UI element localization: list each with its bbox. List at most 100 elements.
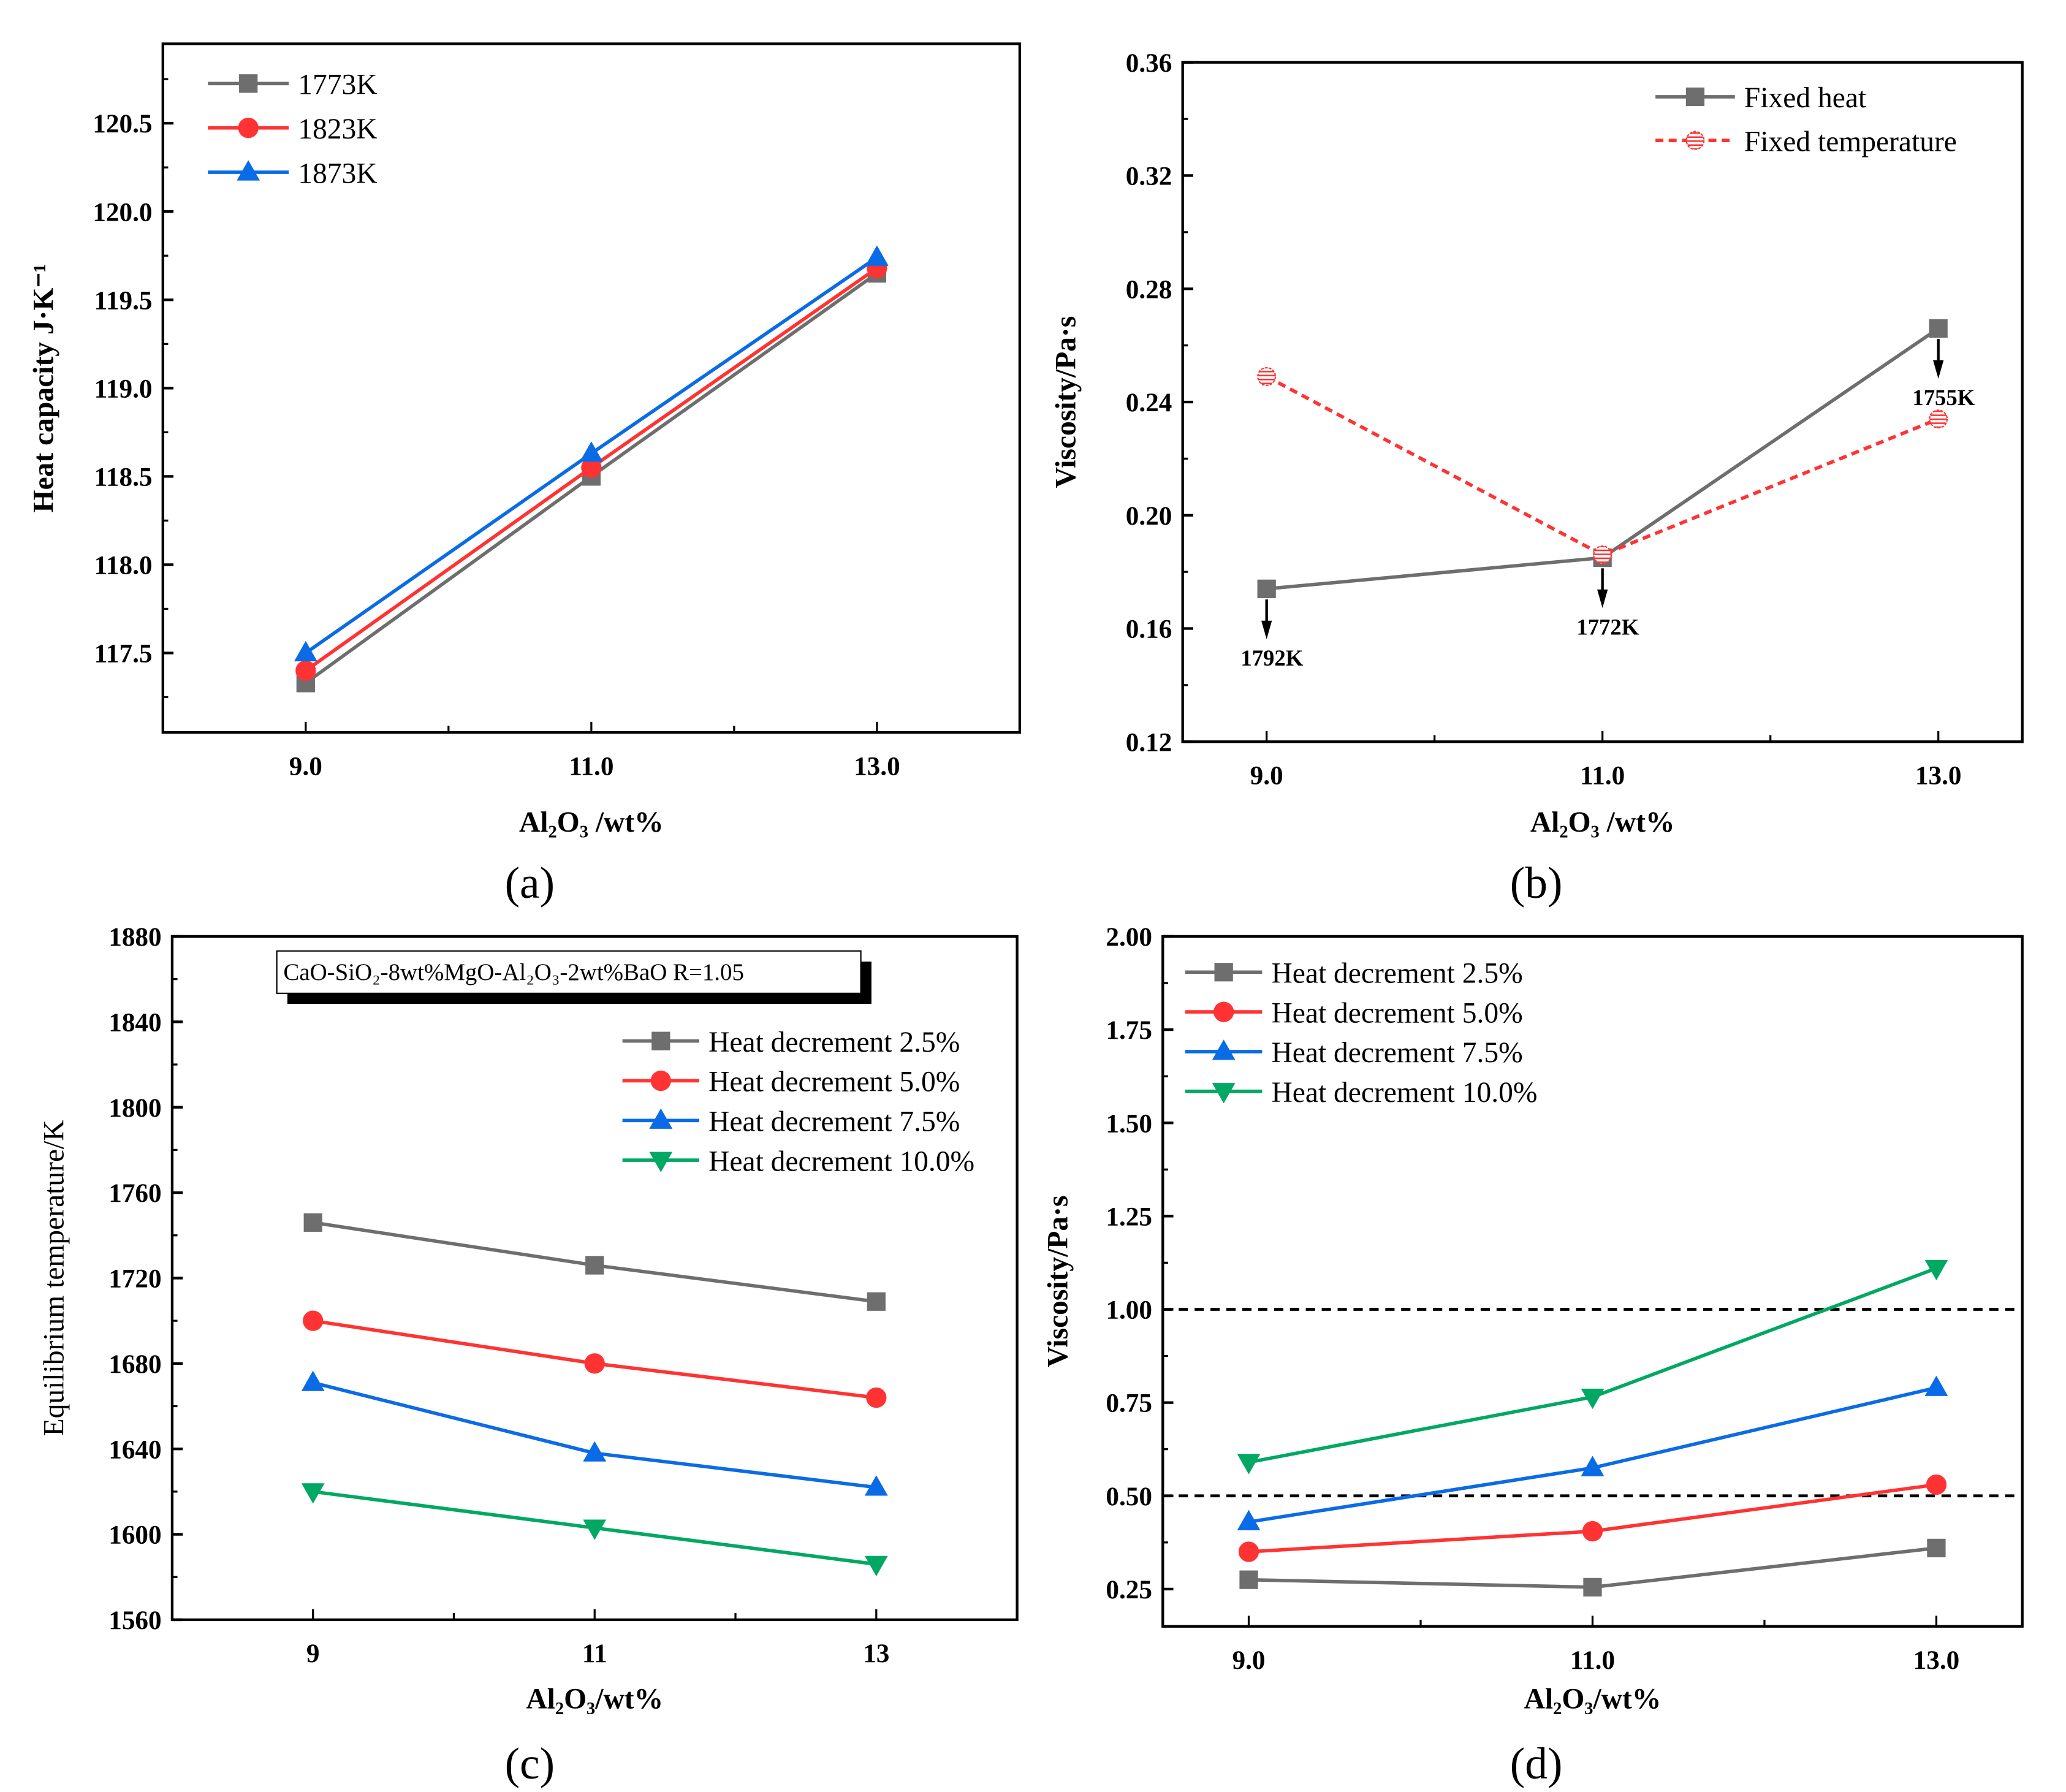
y-tick-label: 1.75 <box>1106 1016 1152 1045</box>
data-point <box>1237 1454 1261 1475</box>
annotation-arrow-head <box>1597 589 1608 609</box>
y-tick-label: 120.5 <box>93 109 152 139</box>
plot-frame <box>161 42 1022 734</box>
legend-marker <box>649 1152 673 1172</box>
plot-frame <box>1181 61 2024 743</box>
y-tick-label: 0.16 <box>1126 615 1172 644</box>
y-axis-label: Equilibrium temperature/K <box>39 1120 70 1436</box>
note-box <box>276 950 862 994</box>
y-axis-label: Heat capacity J·K⁻¹ <box>28 264 59 512</box>
data-point <box>584 1353 605 1374</box>
legend-marker <box>651 1031 670 1050</box>
y-tick-label: 1640 <box>108 1435 161 1464</box>
x-axis-label: Al₂O₃ /wt% <box>1530 807 1675 838</box>
panel-label: (b) <box>1510 858 1563 908</box>
y-tick-label: 120.0 <box>93 197 152 227</box>
y-tick-label: 2.00 <box>1106 922 1152 952</box>
x-tick-label: 9.0 <box>1250 761 1283 790</box>
legend-label: Heat decrement 7.5% <box>1271 1037 1522 1069</box>
chart-panel-d: 0.25 0.50 0.75 1.00 1.25 1.50 1.75 2.00 9.0 11.0 1… <box>1042 922 2024 1788</box>
y-tick-label: 1.25 <box>1106 1202 1152 1231</box>
data-point <box>1929 319 1948 338</box>
y-tick-label: 0.12 <box>1126 727 1172 757</box>
data-point <box>581 457 602 478</box>
annotation-label: 1755K <box>1912 385 1975 410</box>
y-tick-label: 1.00 <box>1106 1296 1152 1325</box>
legend-label: Heat decrement 5.0% <box>708 1066 960 1098</box>
series-line <box>1266 374 1939 557</box>
y-tick-label: 1560 <box>108 1606 161 1635</box>
note-text: CaO-SiO₂-8wt%MgO-Al₂O₃-2wt%BaO R=1.05 <box>283 959 743 985</box>
y-axis-label: Viscosity/Pa·s <box>1050 316 1082 488</box>
data-point <box>303 1213 322 1232</box>
data-point <box>301 1370 325 1391</box>
data-point <box>579 441 603 462</box>
x-axis-label: Al₂O₃ /wt% <box>519 807 664 838</box>
x-tick-label: 11 <box>582 1639 607 1668</box>
x-tick-label: 11.0 <box>1580 761 1625 790</box>
panel-label: (a) <box>505 858 555 908</box>
annotation-label: 1792K <box>1240 645 1303 670</box>
legend-label: 1873K <box>298 158 377 189</box>
y-tick-label: 0.24 <box>1126 388 1172 417</box>
data-point <box>864 1555 888 1576</box>
y-tick-label: 1600 <box>108 1521 161 1550</box>
legend-label: Heat decrement 10.0% <box>1271 1077 1537 1109</box>
y-tick-label: 1880 <box>108 922 161 952</box>
legend-marker <box>1212 1039 1236 1060</box>
x-axis-label: Al₂O₃/wt% <box>1524 1684 1662 1715</box>
x-tick-label: 9 <box>306 1639 320 1668</box>
y-tick-label: 1760 <box>108 1179 161 1208</box>
legend-label: 1823K <box>298 113 377 145</box>
y-tick-label: 118.5 <box>94 462 153 492</box>
legend-marker <box>649 1108 673 1129</box>
y-tick-label: 0.25 <box>1106 1575 1152 1604</box>
x-tick-label: 11.0 <box>1570 1646 1615 1675</box>
y-tick-label: 1680 <box>108 1350 161 1379</box>
x-tick-label: 13.0 <box>1913 1646 1960 1675</box>
x-tick-label: 13.0 <box>854 751 900 781</box>
x-axis-label: Al₂O₃/wt% <box>526 1684 663 1715</box>
annotation-arrow-head <box>1261 620 1272 639</box>
y-tick-label: 1840 <box>108 1008 161 1037</box>
legend-marker <box>1685 87 1705 107</box>
series-line <box>313 1381 877 1489</box>
data-point <box>1926 1474 1947 1495</box>
panel-label: (d) <box>1510 1739 1563 1788</box>
legend-label: Fixed heat <box>1744 82 1866 114</box>
legend-label: Heat decrement 2.5% <box>1271 958 1522 990</box>
y-tick-label: 117.5 <box>94 639 153 669</box>
data-point <box>1593 545 1612 564</box>
data-point <box>1582 1521 1603 1542</box>
legend-label: Heat decrement 5.0% <box>1271 997 1522 1029</box>
y-tick-label: 0.20 <box>1126 501 1172 531</box>
data-point <box>1237 1509 1261 1530</box>
chart-panel-c: 1560 1600 1640 1680 1720 1760 1800 1840 1880 9 11 1… <box>39 922 1019 1788</box>
legend-label: 1773K <box>298 69 377 101</box>
legend-marker <box>1213 1001 1234 1022</box>
legend-label: Fixed temperature <box>1744 126 1957 158</box>
data-point <box>1581 1388 1605 1410</box>
x-tick-label: 13.0 <box>1915 761 1962 790</box>
data-point <box>1257 579 1276 598</box>
y-tick-label: 119.5 <box>94 286 153 315</box>
legend-marker <box>238 118 259 139</box>
data-point <box>303 1310 324 1331</box>
annotation-arrow-head <box>1933 360 1944 379</box>
legend-marker <box>1214 963 1233 982</box>
legend-label: Heat decrement 10.0% <box>708 1145 974 1177</box>
data-point <box>867 1292 886 1311</box>
y-tick-label: 0.36 <box>1126 48 1172 78</box>
data-point <box>1581 1456 1605 1476</box>
legend-marker <box>1685 131 1705 150</box>
y-tick-label: 1.50 <box>1106 1109 1152 1138</box>
legend-label: Heat decrement 2.5% <box>708 1027 960 1058</box>
data-point <box>301 1483 325 1504</box>
y-tick-label: 119.0 <box>94 374 153 403</box>
legend-label: Heat decrement 7.5% <box>708 1106 960 1138</box>
y-tick-label: 0.75 <box>1106 1389 1152 1418</box>
data-point <box>1929 409 1948 429</box>
panel-label: (c) <box>505 1739 555 1788</box>
y-tick-label: 0.32 <box>1126 162 1172 191</box>
